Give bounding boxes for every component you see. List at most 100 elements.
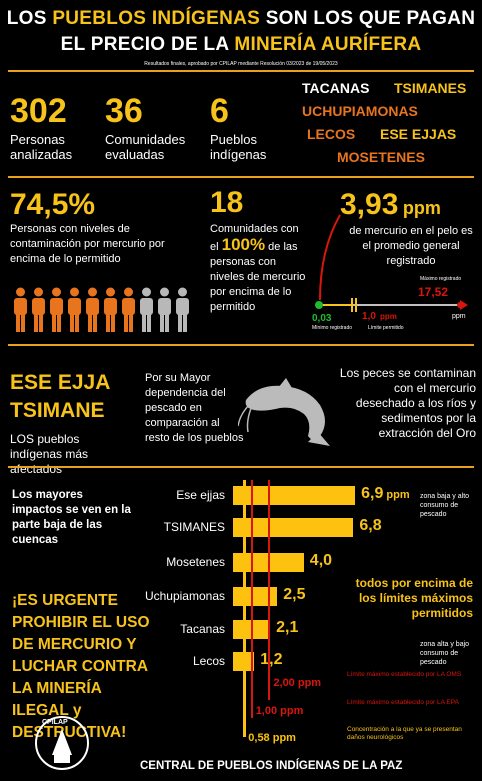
stat-value: 6 (210, 92, 229, 130)
reference-desc: Límite máximo establecido por LA EPA (347, 699, 459, 706)
scale-arc (319, 214, 341, 301)
stat-communities: 36 Comunidades evaluadas (105, 94, 195, 162)
pct-value: 74,5% (10, 188, 96, 221)
bar-label: TSIMANES (163, 520, 225, 534)
stat-label: Comunidades evaluadas (105, 132, 186, 162)
bar-value: 4,0 (309, 552, 333, 569)
reference-line (250, 480, 253, 718)
stat-value: 36 (105, 92, 143, 130)
person-figure (104, 287, 117, 332)
person-figure (14, 287, 27, 332)
title-line-1: LOS PUEBLOS INDÍGENAS SON LOS QUE PAGAN (0, 8, 482, 30)
bar-label: Lecos (192, 654, 225, 668)
fish-text: Los peces se contaminan con el mercurio … (339, 366, 476, 440)
min-dot (315, 301, 323, 309)
catfish-icon (238, 378, 330, 446)
person-figure (122, 287, 135, 332)
stat-value: 302 (10, 92, 67, 130)
urgent-message: ¡ES URGENTE PROHIBIR EL USO DE MERCURIO … (12, 592, 150, 741)
max-value: 17,52 (418, 285, 448, 299)
reference-label: 1,00 ppm (255, 705, 304, 717)
communities-value: 18 (210, 186, 244, 219)
reference-label: 2,00 ppm (273, 677, 322, 689)
logo-text: CPILAP (42, 719, 68, 726)
divider (8, 176, 474, 178)
divider (8, 70, 474, 72)
annotation-todos: todos por encima de los límites máximos … (355, 576, 473, 620)
bar (233, 587, 278, 606)
stat-label: Pueblos indígenas (210, 132, 267, 162)
title-highlight: PUEBLOS INDÍGENAS (52, 8, 261, 29)
title-text: LOS (6, 8, 53, 29)
stat-peoples: 6 Pueblos indígenas (210, 94, 290, 162)
impact-note: Los mayores impactos se ven en la parte … (12, 489, 131, 546)
people-name: TSIMANES (394, 80, 467, 96)
bar-value: 6,8 (359, 517, 382, 534)
bar-value: 6,9 ppm (361, 485, 410, 502)
reference-desc: Concentración a la que ya se presentan d… (347, 726, 462, 741)
axis-unit: ppm (452, 313, 466, 320)
people-name: MOSETENES (337, 149, 425, 165)
min-value: 0,03 (312, 313, 332, 324)
reference-line (268, 480, 271, 700)
communities-label: Comunidades con el 100% de las personas … (210, 222, 310, 315)
affected-name-1: ESE EJJA (10, 371, 111, 394)
avg-block: 3,93 ppm (340, 190, 441, 220)
title-line-2: EL PRECIO DE LA MINERÍA AURÍFERA (0, 34, 482, 56)
bar-value: 2,5 (283, 586, 306, 603)
person-figure (86, 287, 99, 332)
person-figure (32, 287, 45, 332)
avg-value: 3,93 (340, 188, 399, 221)
divider (8, 344, 474, 346)
affected-label: LOS pueblos indígenas más afectados (10, 432, 89, 476)
limit-unit: ppm (380, 312, 397, 321)
annotation-zona-alta: zona alta y bajo consumo de pescado (420, 641, 470, 666)
bar-label: Tacanas (180, 622, 225, 636)
bar-value: 1,2 (260, 651, 283, 668)
max-label: Máximo registrado (420, 276, 461, 282)
title-text: EL PRECIO DE LA (60, 34, 235, 55)
bar-label: Ese ejjas (176, 488, 225, 502)
annotation-zona-baja: zona baja y alto consumo de pescado (420, 493, 470, 518)
person-figure (68, 287, 81, 332)
bar (233, 486, 356, 505)
avg-unit: ppm (402, 198, 441, 218)
bar-label: Mosetenes (166, 555, 225, 569)
title-text: SON LOS QUE PAGAN (260, 8, 476, 29)
divider (8, 466, 474, 468)
person-figure (140, 287, 153, 332)
label-text: Comunidades con el (210, 223, 299, 253)
people-name: LECOS (307, 126, 356, 142)
limit-value: 1,0 (362, 311, 376, 322)
limit-label: Límite permitido (368, 325, 404, 331)
person-figure (50, 287, 63, 332)
bar (233, 518, 354, 537)
stat-label: Personas analizadas (10, 132, 73, 162)
subtitle: Resultados finales, aprobado por CPILAP … (144, 61, 338, 67)
mercury-scale: Máximo registrado 17,52 0,03 Mínimo regi… (312, 214, 468, 331)
title-highlight: MINERÍA AURÍFERA (234, 34, 422, 55)
footer-org: CENTRAL DE PUEBLOS INDÍGENAS DE LA PAZ (140, 760, 403, 772)
people-figures (12, 287, 192, 335)
stat-people: 302 Personas analizadas (10, 94, 90, 162)
bar-value: 2,1 (276, 619, 299, 636)
person-figure (158, 287, 171, 332)
avg-label: de mercurio en el pelo es el promedio ge… (349, 225, 473, 267)
scale-arrow (460, 300, 468, 310)
affected-name-2: TSIMANE (10, 399, 105, 422)
people-name: UCHUPIAMONAS (302, 103, 418, 119)
min-label: Mínimo registrado (312, 325, 352, 331)
people-name: ESE EJJAS (380, 126, 457, 142)
label-text: de las personas con niveles de mercurio … (210, 241, 306, 313)
cpilap-logo: CPILAP (34, 715, 90, 771)
label-highlight: 100% (221, 235, 266, 254)
bar-label: Uchupiamonas (144, 589, 225, 603)
reference-desc: Límite máximo establecido por LA OMS (347, 671, 462, 678)
people-name: TACANAS (302, 80, 370, 96)
pct-label: Personas con niveles de contaminación po… (10, 223, 165, 265)
fish-dependency: Por su Mayor dependencia del pescado en … (145, 372, 244, 444)
reference-label: 0,58 ppm (248, 732, 296, 744)
reference-line (243, 480, 247, 737)
person-figure (176, 287, 189, 332)
mercury-bar-chart: Ese ejjas 6,9 ppm TSIMANES 6,8 Mosetenes 4,0 U… (0, 470, 482, 755)
